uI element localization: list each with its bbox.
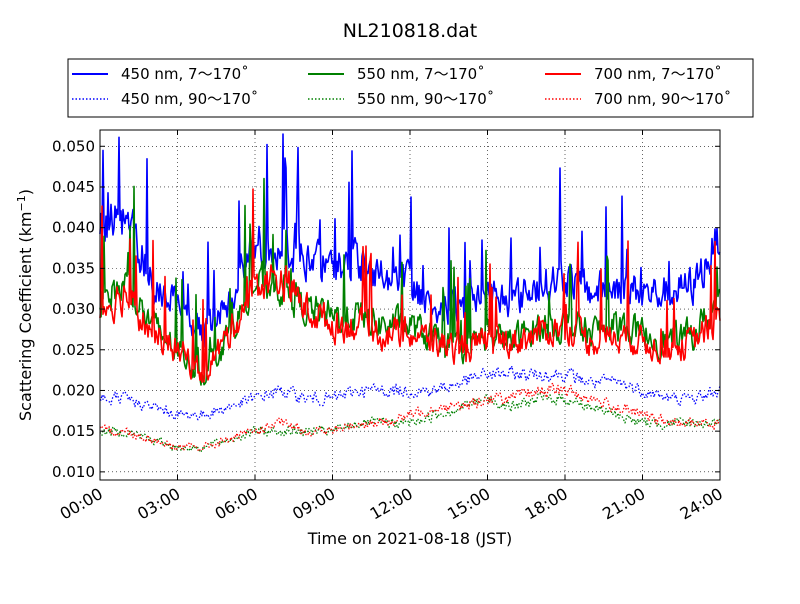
- series-line-4: [99, 188, 721, 384]
- chart-title: NL210818.dat: [343, 20, 478, 42]
- series-line-1: [99, 365, 721, 421]
- y-tick-label: 0.020: [52, 381, 95, 399]
- y-tick-label: 0.030: [52, 300, 95, 318]
- legend: 450 nm, 7～170˚ 550 nm, 7～170˚ 700 nm, 7～17…: [67, 58, 754, 118]
- y-axis-label: Scattering Coefficient (km−1): [15, 189, 35, 421]
- x-axis-label: Time on 2021-08-18 (JST): [307, 529, 512, 548]
- y-tick-label: 0.015: [52, 422, 95, 440]
- y-tick-label: 0.040: [52, 219, 95, 237]
- legend-label-0: 450 nm, 7～170˚: [121, 65, 249, 83]
- y-axis-label-main: Scattering Coefficient (km: [16, 211, 35, 421]
- grid-lines: [100, 130, 720, 480]
- legend-label-4: 700 nm, 7～170˚: [594, 65, 722, 83]
- legend-label-1: 450 nm, 90～170˚: [121, 90, 258, 108]
- plot-area: 00:00 03:00 06:00 09:00 12:00 15:00 18:00 21:00…: [52, 129, 726, 524]
- y-axis-label-superscript: −1: [15, 195, 28, 211]
- series-line-5: [99, 382, 721, 451]
- y-tick-label: 0.045: [52, 178, 95, 196]
- y-tick-label: 0.035: [52, 259, 95, 277]
- series-layer: [99, 133, 721, 453]
- y-tick-label: 0.050: [52, 137, 95, 155]
- legend-label-5: 700 nm, 90～170˚: [594, 90, 731, 108]
- y-axis-label-close: ): [16, 189, 35, 195]
- legend-label-2: 550 nm, 7～170˚: [357, 65, 485, 83]
- legend-label-3: 550 nm, 90～170˚: [357, 90, 494, 108]
- legend-box: [67, 58, 754, 118]
- legend-items: 450 nm, 7～170˚ 550 nm, 7～170˚ 700 nm, 7～17…: [72, 65, 731, 108]
- series-line-3: [99, 391, 721, 453]
- y-tick-label: 0.025: [52, 341, 95, 359]
- y-tick-label: 0.010: [52, 463, 95, 481]
